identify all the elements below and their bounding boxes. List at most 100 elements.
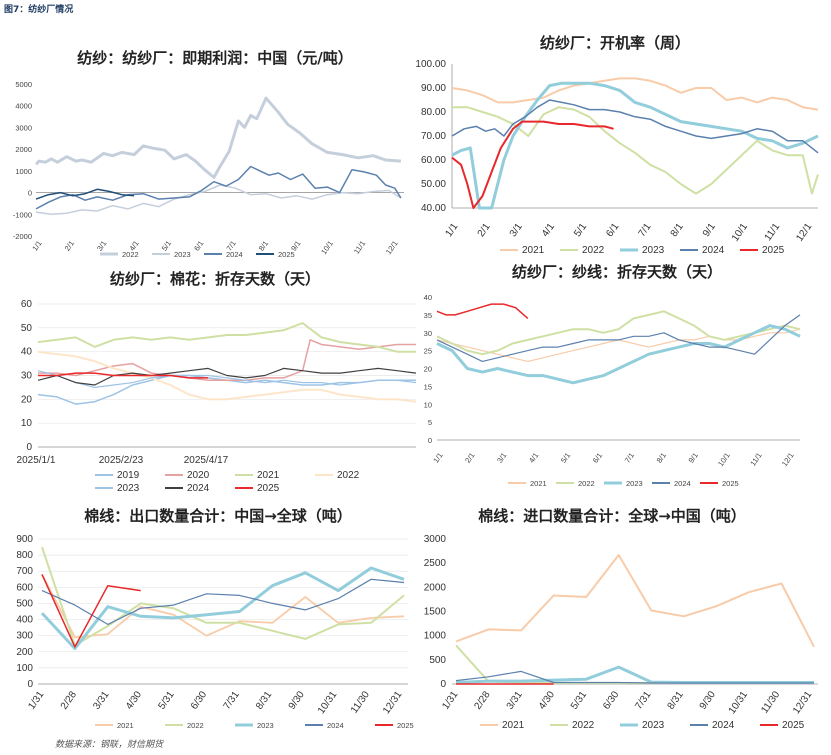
legend-label: 2021 bbox=[257, 470, 280, 481]
chart-c1: 纺纱：纺纱厂：即期利润：中国（元/吨） 5000 4000 3000 2000 1000 0… bbox=[13, 49, 404, 259]
legend-label: 2024 bbox=[226, 250, 243, 259]
y-tick-label: 1000 bbox=[424, 631, 447, 642]
series-line-2020 bbox=[38, 339, 416, 382]
x-tick-label: 3/1 bbox=[495, 451, 508, 465]
y-tick-label: 0 bbox=[428, 436, 432, 445]
y-tick-label: 5000 bbox=[15, 80, 32, 89]
x-tick-label: 5/31 bbox=[569, 689, 589, 712]
y-tick-label: 90.00 bbox=[421, 83, 446, 94]
x-tick-label: 8/1 bbox=[655, 451, 668, 465]
chart-c5: 棉线：出口数量合计：中国→全球（吨） 900 800 700 600 500 400 300 2… bbox=[16, 507, 413, 730]
x-tick-label: 7/1 bbox=[637, 221, 654, 239]
y-tick-label: 900 bbox=[16, 534, 33, 545]
x-tick-label: 12/31 bbox=[381, 689, 405, 716]
series-line-2023 bbox=[37, 370, 417, 388]
legend-label: 2024 bbox=[712, 720, 735, 731]
legend-label: 2019 bbox=[117, 470, 140, 481]
y-tick-label: 0 bbox=[440, 679, 446, 690]
x-tick-label: 9/1 bbox=[701, 221, 718, 239]
x-tick-label: 6/1 bbox=[591, 451, 604, 465]
y-tick-label: 800 bbox=[16, 550, 33, 561]
legend-label: 2022 bbox=[582, 245, 605, 256]
series-line-2021 bbox=[41, 573, 405, 639]
chart-title: 纺纱：纺纱厂：即期利润：中国（元/吨） bbox=[77, 49, 352, 67]
series-line-2024 bbox=[37, 367, 417, 386]
x-tick-label: 5/1 bbox=[572, 221, 589, 239]
x-tick-label: 7/31 bbox=[222, 689, 242, 712]
series-line-2025 bbox=[35, 188, 135, 200]
y-tick-label: 700 bbox=[16, 566, 33, 577]
legend-label: 2023 bbox=[174, 250, 191, 259]
x-tick-label: 9/30 bbox=[287, 689, 307, 712]
x-tick-label: 1/31 bbox=[440, 689, 460, 712]
x-tick-label: 8/31 bbox=[254, 689, 274, 712]
x-tick-label: 2/28 bbox=[59, 689, 79, 712]
series-line-2024 bbox=[35, 165, 402, 210]
x-tick-label: 4/30 bbox=[124, 689, 144, 712]
x-tick-label: 8/1 bbox=[257, 239, 270, 253]
series-line-2025 bbox=[451, 120, 614, 209]
legend-label: 2023 bbox=[626, 479, 643, 488]
x-tick-label: 7/31 bbox=[633, 689, 653, 712]
x-tick-label: 11/1 bbox=[352, 239, 367, 256]
series-line-2025 bbox=[436, 303, 529, 319]
y-tick-label: 2000 bbox=[424, 582, 447, 593]
series-line-2021 bbox=[37, 322, 416, 353]
legend-label: 2021 bbox=[530, 479, 547, 488]
y-tick-label: 100.00 bbox=[415, 59, 446, 70]
chart-c4: 纺纱厂：纱线：折存天数（天） 40 35 30 25 20 15 10 5 0 1/1 2/1 3/1 4… bbox=[424, 263, 801, 488]
y-tick-label: 100 bbox=[16, 663, 33, 674]
x-tick-label: 2/1 bbox=[476, 221, 493, 239]
series-line-2024 bbox=[455, 670, 814, 684]
y-tick-label: 0 bbox=[26, 442, 32, 453]
x-tick-label: 11/30 bbox=[759, 689, 782, 716]
x-tick-label: 2/1 bbox=[63, 239, 76, 253]
x-tick-label: 2/28 bbox=[472, 689, 492, 712]
series-line-2023 bbox=[40, 566, 405, 651]
y-tick-label: 30 bbox=[424, 329, 432, 338]
x-tick-label: 6/1 bbox=[604, 221, 621, 239]
series-line-2023 bbox=[436, 324, 801, 385]
x-tick-label: 10/31 bbox=[727, 689, 751, 716]
series-line-2022 bbox=[41, 546, 405, 647]
y-tick-label: 2500 bbox=[424, 558, 447, 569]
x-tick-label: 2025/4/17 bbox=[184, 455, 229, 466]
series-line-2022 bbox=[34, 96, 402, 179]
x-tick-label: 12/1 bbox=[384, 239, 400, 256]
legend-label: 2021 bbox=[502, 720, 525, 731]
y-tick-label: 500 bbox=[16, 598, 33, 609]
legend-label: 2023 bbox=[117, 483, 140, 494]
x-tick-label: 12/1 bbox=[794, 221, 814, 244]
y-tick-label: 10 bbox=[424, 400, 432, 409]
legend-label: 2025 bbox=[782, 720, 805, 731]
x-tick-label: 10/1 bbox=[730, 221, 750, 244]
legend-label: 2022 bbox=[122, 250, 139, 259]
series-line-2022 bbox=[436, 310, 801, 356]
legend-label: 2024 bbox=[327, 721, 344, 730]
chart-title: 棉线：进口数量合计：全球→中国（吨） bbox=[478, 507, 746, 525]
y-tick-label: 400 bbox=[16, 615, 33, 626]
series-line-2023 bbox=[455, 665, 814, 684]
legend-label: 2021 bbox=[522, 245, 545, 256]
y-tick-label: 30 bbox=[21, 371, 33, 382]
series-line-2021 bbox=[455, 554, 815, 648]
x-tick-label: 5/31 bbox=[156, 689, 176, 712]
y-tick-label: 600 bbox=[16, 582, 33, 593]
legend-label: 2024 bbox=[187, 483, 210, 494]
y-tick-label: 70.00 bbox=[421, 131, 446, 142]
series-line-2023 bbox=[451, 81, 819, 210]
chart-title: 纺纱厂：纱线：折存天数（天） bbox=[512, 263, 722, 281]
y-tick-label: 10 bbox=[21, 418, 33, 429]
x-tick-label: 1/1 bbox=[30, 239, 43, 253]
legend-label: 2025 bbox=[278, 250, 295, 259]
legend-label: 2025 bbox=[397, 721, 414, 730]
series-line-2025 bbox=[38, 372, 209, 379]
y-tick-label: 0 bbox=[28, 189, 32, 198]
y-tick-label: 1500 bbox=[424, 607, 447, 618]
y-tick-label: -2000 bbox=[13, 232, 32, 241]
y-tick-label: 200 bbox=[16, 647, 33, 658]
legend-label: 2025 bbox=[722, 479, 739, 488]
legend-label: 2023 bbox=[642, 720, 665, 731]
chart-title: 纺纱厂：开机率（周） bbox=[540, 34, 690, 52]
legend-label: 2024 bbox=[674, 479, 691, 488]
